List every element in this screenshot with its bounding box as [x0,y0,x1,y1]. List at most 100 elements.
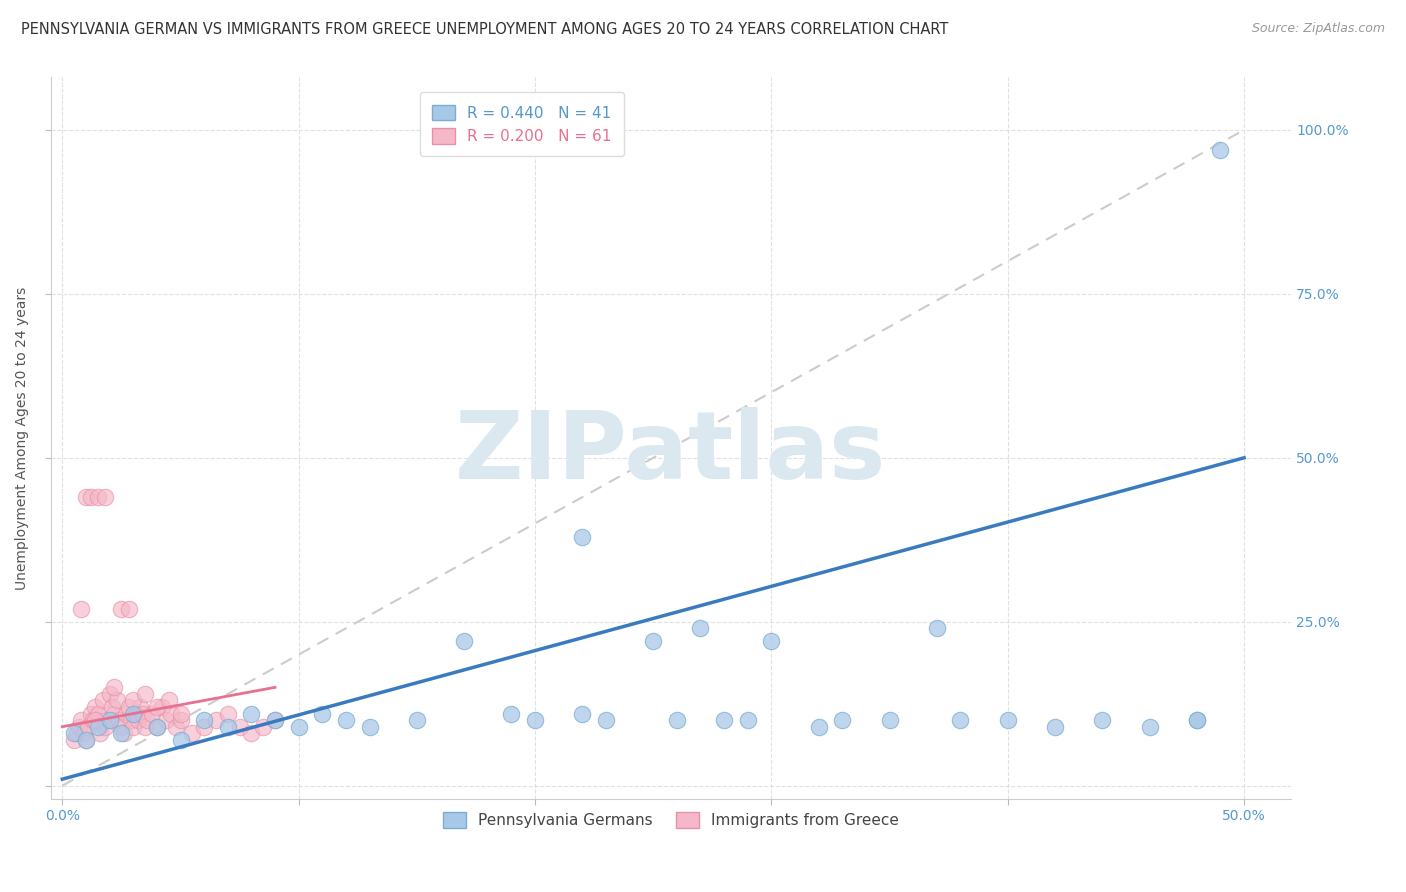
Point [103,681,125,695]
Point [157,693,180,707]
Point [129,700,152,714]
Point [127,713,149,727]
Point [115,706,138,721]
Point [70,601,93,615]
Point [165,720,187,734]
Point [571,706,593,721]
Point [146,700,169,714]
Point [879,713,901,727]
Point [141,706,163,721]
Point [335,713,357,727]
Point [1139,720,1161,734]
Point [761,634,783,648]
Point [67,720,90,734]
Point [997,713,1019,727]
Point [150,700,173,714]
Point [84,713,107,727]
Point [287,720,309,734]
Point [98,713,121,727]
Point [217,706,239,721]
Point [117,601,139,615]
Point [131,706,153,721]
Point [120,713,142,727]
Point [94,490,117,504]
Point [453,634,475,648]
Point [110,726,132,740]
Point [110,601,132,615]
Point [1043,720,1066,734]
Point [122,720,145,734]
Point [72,726,94,740]
Point [89,726,111,740]
Point [80,490,103,504]
Point [84,700,107,714]
Point [264,713,287,727]
Point [80,706,103,721]
Point [737,713,759,727]
Point [96,713,118,727]
Y-axis label: Unemployment Among Ages 20 to 24 years: Unemployment Among Ages 20 to 24 years [15,286,30,590]
Point [103,706,125,721]
Point [101,700,124,714]
Point [75,732,97,747]
Point [405,713,427,727]
Legend: Pennsylvania Germans, Immigrants from Greece: Pennsylvania Germans, Immigrants from Gr… [437,806,905,835]
Point [217,720,239,734]
Point [807,720,830,734]
Point [193,720,215,734]
Point [595,713,617,727]
Point [105,693,128,707]
Point [925,621,948,635]
Point [87,720,110,734]
Point [91,693,114,707]
Point [311,706,333,721]
Point [665,713,688,727]
Point [65,726,87,740]
Point [169,713,191,727]
Point [160,706,183,721]
Point [87,490,110,504]
Point [122,706,145,721]
Point [146,720,169,734]
Point [155,713,177,727]
Point [501,706,523,721]
Point [643,634,665,648]
Point [240,706,263,721]
Point [831,713,853,727]
Point [82,713,104,727]
Point [75,732,97,747]
Point [181,726,204,740]
Point [524,713,547,727]
Point [70,713,93,727]
Point [713,713,735,727]
Point [63,732,86,747]
Point [571,529,593,543]
Point [169,732,191,747]
Point [1185,713,1208,727]
Point [94,720,117,734]
Point [193,713,215,727]
Point [252,720,274,734]
Point [98,687,121,701]
Point [134,687,156,701]
Text: Source: ZipAtlas.com: Source: ZipAtlas.com [1251,22,1385,36]
Text: ZIPatlas: ZIPatlas [456,407,887,499]
Text: PENNSYLVANIA GERMAN VS IMMIGRANTS FROM GREECE UNEMPLOYMENT AMONG AGES 20 TO 24 Y: PENNSYLVANIA GERMAN VS IMMIGRANTS FROM G… [21,22,949,37]
Point [205,713,228,727]
Point [1209,143,1232,157]
Point [124,706,146,721]
Point [949,713,972,727]
Point [1091,713,1114,727]
Point [110,720,132,734]
Point [112,726,135,740]
Point [136,713,159,727]
Point [87,706,110,721]
Point [240,726,263,740]
Point [63,726,86,740]
Point [264,713,287,727]
Point [146,720,169,734]
Point [117,700,139,714]
Point [134,720,156,734]
Point [228,720,250,734]
Point [359,720,381,734]
